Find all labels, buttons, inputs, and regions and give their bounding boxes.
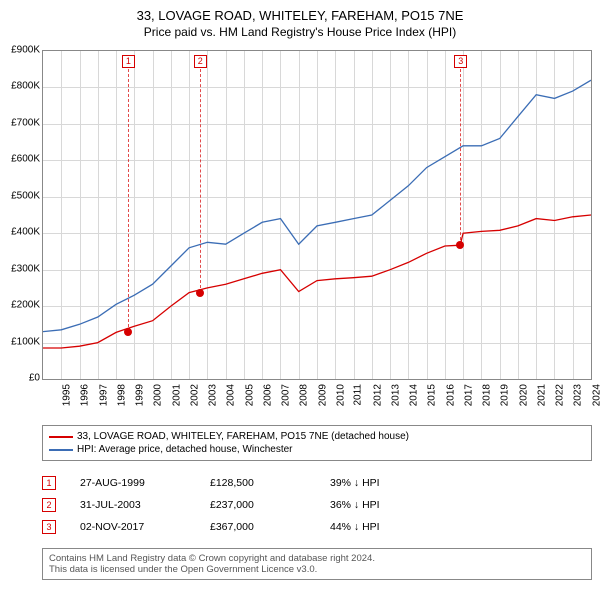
footer-attribution: Contains HM Land Registry data © Crown c… <box>42 548 592 580</box>
x-axis-label: 2005 <box>244 384 255 406</box>
x-axis-label: 2006 <box>262 384 273 406</box>
x-axis-label: 2012 <box>372 384 383 406</box>
y-axis-label: £0 <box>29 373 40 384</box>
x-axis-label: 2002 <box>189 384 200 406</box>
event-price: £367,000 <box>210 521 330 533</box>
x-axis-label: 2008 <box>299 384 310 406</box>
y-axis-label: £900K <box>11 45 40 56</box>
plot-area: 1 2 3 <box>42 50 592 380</box>
x-axis-label: 2018 <box>481 384 492 406</box>
legend-label: HPI: Average price, detached house, Winc… <box>77 444 293 455</box>
marker-vline-3 <box>460 69 461 245</box>
marker-box-2: 2 <box>194 55 207 68</box>
marker-vline-2 <box>200 69 201 293</box>
x-axis-label: 2010 <box>335 384 346 406</box>
legend-swatch <box>49 449 73 451</box>
chart-container: 33, LOVAGE ROAD, WHITELEY, FAREHAM, PO15… <box>0 0 600 590</box>
x-axis-label: 2014 <box>408 384 419 406</box>
x-axis-label: 2009 <box>317 384 328 406</box>
x-axis-label: 1997 <box>98 384 109 406</box>
x-axis-label: 2013 <box>390 384 401 406</box>
x-axis-label: 1995 <box>61 384 72 406</box>
y-axis-label: £500K <box>11 190 40 201</box>
x-axis-label: 2024 <box>591 384 600 406</box>
x-axis-label: 2000 <box>153 384 164 406</box>
x-axis-label: 2020 <box>518 384 529 406</box>
footer-line-1: Contains HM Land Registry data © Crown c… <box>49 553 585 564</box>
events-table: 1 27-AUG-1999£128,50039% ↓ HPI 2 31-JUL-200… <box>42 466 592 544</box>
event-marker-1: 1 <box>42 476 56 490</box>
x-axis-label: 2007 <box>280 384 291 406</box>
marker-vline-1 <box>128 69 129 332</box>
y-axis-label: £800K <box>11 81 40 92</box>
marker-dot-2 <box>196 289 204 297</box>
event-row: 2 31-JUL-2003£237,00036% ↓ HPI <box>42 494 592 516</box>
x-axis-label: 2016 <box>445 384 456 406</box>
legend-item: HPI: Average price, detached house, Winc… <box>49 443 585 456</box>
event-date: 31-JUL-2003 <box>80 499 210 511</box>
y-axis-label: £200K <box>11 300 40 311</box>
event-date: 27-AUG-1999 <box>80 477 210 489</box>
x-axis-label: 2004 <box>226 384 237 406</box>
x-axis-label: 2015 <box>427 384 438 406</box>
event-marker-2: 2 <box>42 498 56 512</box>
chart-title: 33, LOVAGE ROAD, WHITELEY, FAREHAM, PO15… <box>0 0 600 23</box>
x-axis-label: 1998 <box>116 384 127 406</box>
marker-box-3: 3 <box>454 55 467 68</box>
marker-dot-3 <box>456 241 464 249</box>
event-row: 3 02-NOV-2017£367,00044% ↓ HPI <box>42 516 592 538</box>
footer-line-2: This data is licensed under the Open Gov… <box>49 564 585 575</box>
marker-dot-1 <box>124 328 132 336</box>
x-axis-label: 2022 <box>554 384 565 406</box>
y-axis-label: £300K <box>11 263 40 274</box>
x-axis-label: 1996 <box>80 384 91 406</box>
series-line-hpi <box>43 80 591 331</box>
x-axis-label: 2001 <box>171 384 182 406</box>
y-axis-label: £100K <box>11 336 40 347</box>
legend-swatch <box>49 436 73 438</box>
event-price: £237,000 <box>210 499 330 511</box>
event-diff: 44% ↓ HPI <box>330 521 380 533</box>
x-axis-label: 2019 <box>500 384 511 406</box>
legend: 33, LOVAGE ROAD, WHITELEY, FAREHAM, PO15… <box>42 425 592 461</box>
x-axis-label: 2003 <box>207 384 218 406</box>
event-diff: 36% ↓ HPI <box>330 499 380 511</box>
x-axis-label: 2021 <box>536 384 547 406</box>
x-axis-label: 2011 <box>353 384 364 406</box>
event-diff: 39% ↓ HPI <box>330 477 380 489</box>
marker-box-1: 1 <box>122 55 135 68</box>
x-axis-label: 2017 <box>463 384 474 406</box>
legend-label: 33, LOVAGE ROAD, WHITELEY, FAREHAM, PO15… <box>77 431 409 442</box>
chart-subtitle: Price paid vs. HM Land Registry's House … <box>0 23 600 39</box>
legend-item: 33, LOVAGE ROAD, WHITELEY, FAREHAM, PO15… <box>49 430 585 443</box>
event-date: 02-NOV-2017 <box>80 521 210 533</box>
y-axis-label: £400K <box>11 227 40 238</box>
y-axis-label: £600K <box>11 154 40 165</box>
event-row: 1 27-AUG-1999£128,50039% ↓ HPI <box>42 472 592 494</box>
event-price: £128,500 <box>210 477 330 489</box>
x-axis-label: 2023 <box>573 384 584 406</box>
y-axis-label: £700K <box>11 117 40 128</box>
x-axis-label: 1999 <box>134 384 145 406</box>
event-marker-3: 3 <box>42 520 56 534</box>
